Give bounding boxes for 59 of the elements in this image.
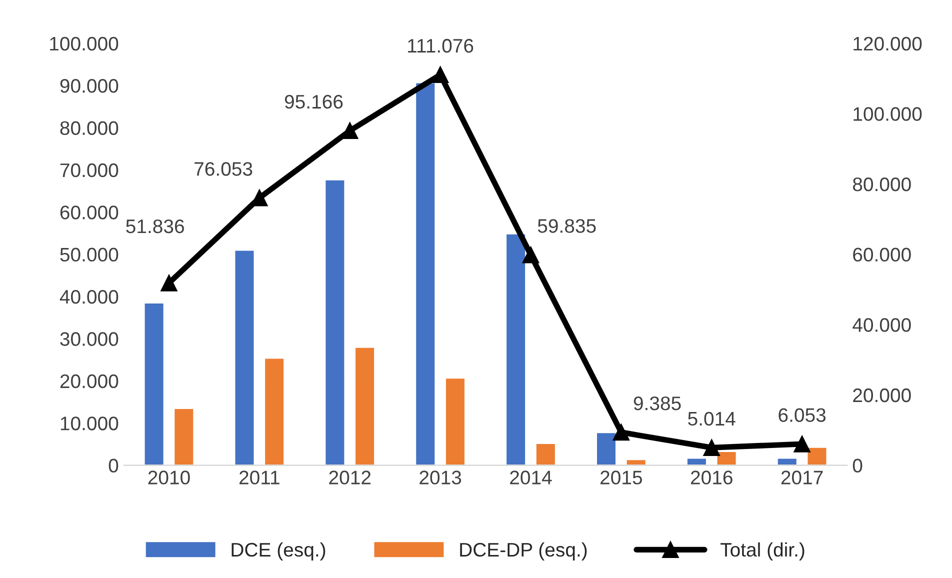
bar bbox=[535, 442, 556, 466]
y-tick-label: 90.000 bbox=[60, 79, 118, 93]
bar bbox=[173, 408, 195, 466]
bar bbox=[324, 178, 346, 466]
point bbox=[794, 436, 810, 452]
bar bbox=[686, 457, 708, 466]
y-tick-label: 10.000 bbox=[60, 416, 118, 430]
y2-tick-label: 80.000 bbox=[852, 177, 911, 192]
bar bbox=[596, 432, 617, 466]
x-tick-label: 2010 bbox=[148, 470, 190, 484]
data-label: 5.014 bbox=[688, 412, 736, 426]
x-tick-label: 2012 bbox=[329, 470, 371, 484]
data-label: 51.836 bbox=[126, 219, 184, 234]
bar bbox=[234, 249, 256, 466]
bar bbox=[264, 357, 285, 466]
data-label: 111.076 bbox=[408, 38, 474, 53]
y-tick-label: 0 bbox=[108, 458, 118, 473]
x-tick-label: 2015 bbox=[600, 470, 642, 484]
bar bbox=[444, 377, 466, 466]
x-tick-label: 2011 bbox=[239, 470, 280, 484]
bar bbox=[505, 232, 526, 466]
bar bbox=[143, 302, 165, 466]
y2-tick-label: 40.000 bbox=[852, 318, 911, 332]
bar bbox=[806, 446, 828, 466]
point bbox=[342, 122, 358, 140]
legend-label: DCE-DP (esq.) bbox=[460, 542, 587, 560]
y-tick-label: 50.000 bbox=[60, 248, 118, 262]
x-tick-label: 2017 bbox=[781, 470, 823, 484]
data-label: 95.166 bbox=[284, 94, 343, 109]
y2-tick-label: 0 bbox=[852, 458, 862, 473]
bar bbox=[625, 458, 647, 466]
data-label: 9.385 bbox=[634, 396, 681, 410]
y-tick-label: 40.000 bbox=[60, 290, 118, 304]
x-tick-label: 2014 bbox=[510, 470, 552, 484]
x-tick-label: 2013 bbox=[420, 470, 462, 484]
y-tick-label: 30.000 bbox=[60, 332, 118, 346]
y-tick-label: 20.000 bbox=[60, 374, 118, 388]
data-label: 59.835 bbox=[538, 219, 596, 233]
y2-tick-label: 120.000 bbox=[854, 36, 922, 51]
bar bbox=[776, 457, 798, 466]
y2-tick-label: 20.000 bbox=[853, 388, 911, 402]
point bbox=[522, 246, 540, 264]
y-tick-label: 80.000 bbox=[60, 121, 118, 135]
x-tick-label: 2016 bbox=[690, 470, 732, 484]
point bbox=[612, 424, 630, 441]
y-tick-label: 60.000 bbox=[60, 206, 118, 220]
point bbox=[432, 66, 449, 84]
data-label: 76.053 bbox=[194, 162, 252, 176]
point bbox=[703, 439, 720, 456]
y2-tick-label: 60.000 bbox=[853, 248, 911, 262]
bar bbox=[354, 346, 376, 466]
data-label: 6.053 bbox=[778, 408, 826, 422]
y-tick-label: 70.000 bbox=[60, 163, 118, 178]
legend-label: DCE (esq.) bbox=[232, 542, 326, 560]
legend-label: Total (dir.) bbox=[720, 542, 804, 560]
y2-tick-label: 100.000 bbox=[854, 107, 922, 121]
point bbox=[160, 274, 178, 292]
y-tick-label: 100.000 bbox=[50, 36, 118, 51]
bar bbox=[414, 82, 436, 466]
